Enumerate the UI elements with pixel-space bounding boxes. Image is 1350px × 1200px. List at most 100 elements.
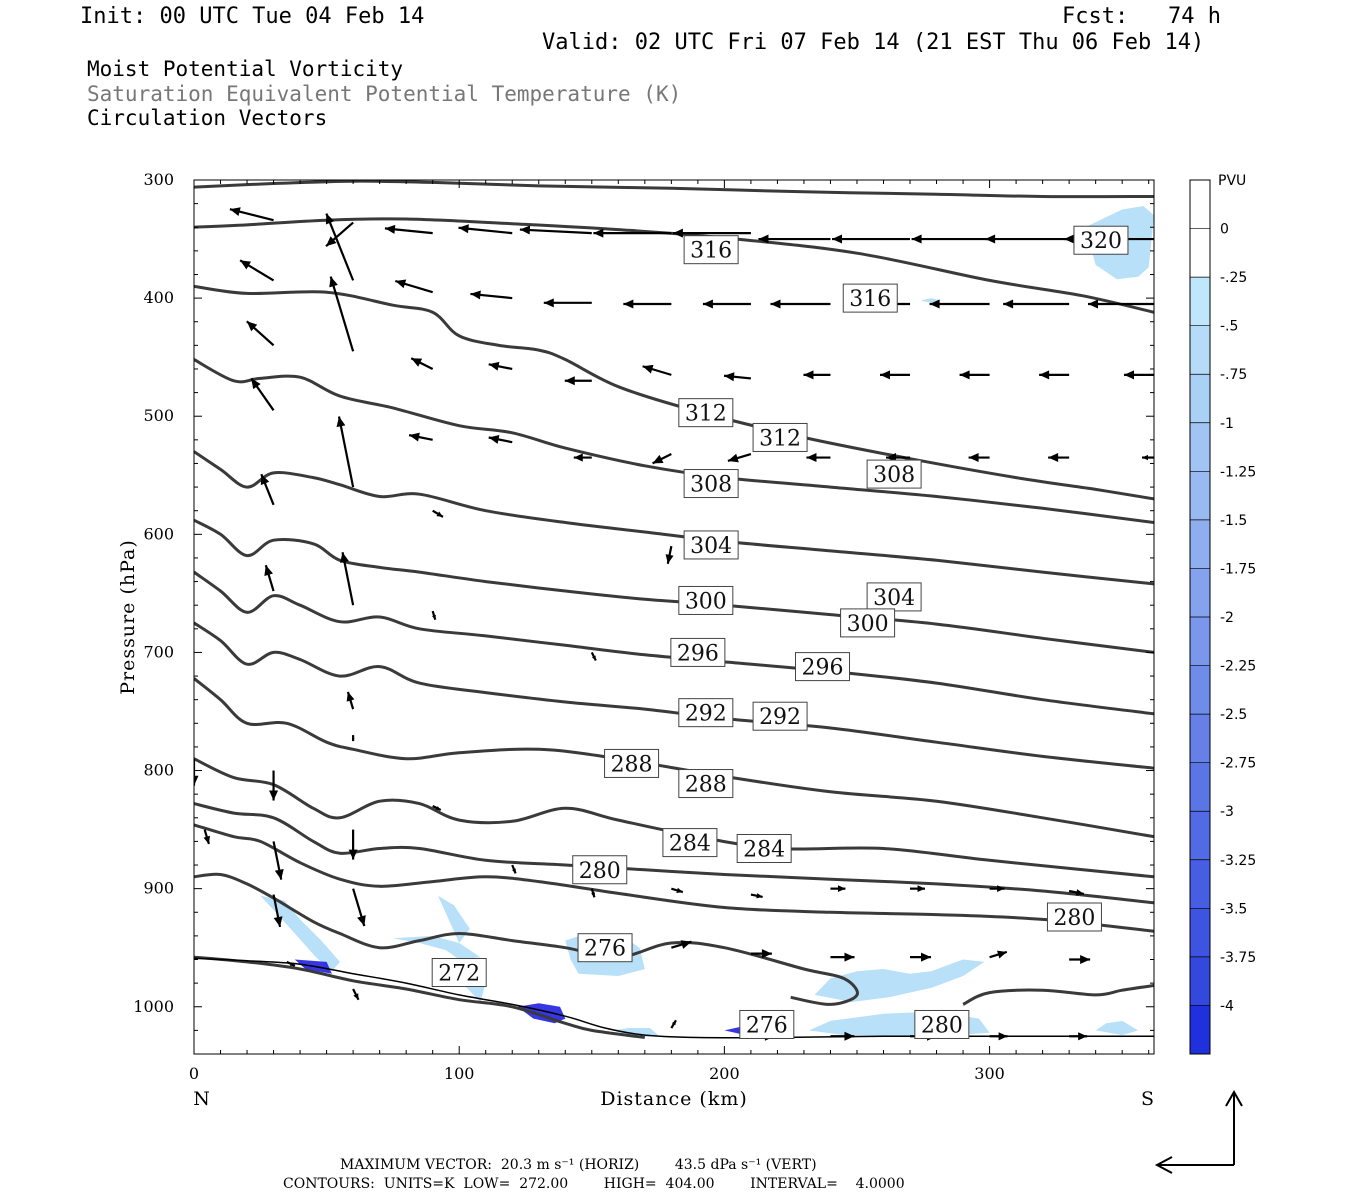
vector-arrow-6 xyxy=(250,377,275,411)
colorbar-label-11: -2.75 xyxy=(1220,756,1256,772)
vector-arrow-23 xyxy=(832,234,911,244)
x-axis-title: Distance (km) xyxy=(600,1088,748,1110)
y-tick-label-6: 900 xyxy=(143,879,174,898)
contour-label-24: 280 xyxy=(914,1009,970,1039)
reference-vector-arrows xyxy=(1154,1089,1243,1174)
contour-label-20: 280 xyxy=(1046,902,1102,932)
svg-text:296: 296 xyxy=(677,641,719,666)
isentrope-2 xyxy=(194,284,1154,501)
colorbar-label-3: -.75 xyxy=(1220,367,1247,383)
isentrope-6 xyxy=(194,570,1154,716)
svg-text:284: 284 xyxy=(743,837,785,862)
x-end-label-south: S xyxy=(1141,1088,1155,1110)
vector-arrow-17 xyxy=(384,224,433,235)
vector-arrow-25 xyxy=(985,234,1070,244)
contour-label-13: 292 xyxy=(678,698,734,728)
vector-arrow-2 xyxy=(239,259,275,282)
vector-arrow-27 xyxy=(395,279,433,294)
vector-arrow-5 xyxy=(329,276,355,352)
svg-text:288: 288 xyxy=(685,773,727,798)
vector-arrow-0 xyxy=(229,207,274,222)
vector-arrow-64 xyxy=(590,888,596,898)
vector-arrow-9 xyxy=(340,552,355,606)
valid-time: Valid: 02 UTC Fri 07 Feb 14 (21 EST Thu … xyxy=(542,30,1205,55)
terrain-profile xyxy=(193,957,1154,1039)
vector-arrow-31 xyxy=(702,299,751,309)
vector-arrow-61 xyxy=(351,735,355,742)
vector-arrow-59 xyxy=(431,610,437,621)
vector-arrow-56 xyxy=(1142,454,1154,461)
vector-arrow-16 xyxy=(348,829,358,860)
isentrope-4 xyxy=(194,450,1154,586)
vector-arrow-15 xyxy=(352,888,366,927)
colorbar-label-13: -3.25 xyxy=(1220,853,1256,869)
vector-arrow-24 xyxy=(911,234,990,244)
vector-arrow-78 xyxy=(830,1031,855,1041)
contour-label-12: 296 xyxy=(795,652,851,682)
vector-arrow-29 xyxy=(543,298,592,308)
vector-arrow-13 xyxy=(272,841,284,880)
colorbar-label-4: -1 xyxy=(1220,416,1234,432)
colorbar-label-8: -2 xyxy=(1220,610,1234,626)
contour-label-21: 276 xyxy=(577,933,633,963)
vector-arrow-74 xyxy=(910,952,932,962)
colorbar-unit: PVU xyxy=(1218,173,1246,189)
colorbar-swatch-5 xyxy=(1190,422,1210,472)
svg-text:272: 272 xyxy=(438,962,480,987)
colorbar-label-2: -.5 xyxy=(1220,319,1238,335)
colorbar-swatch-13 xyxy=(1190,811,1210,861)
x-tick-label-2: 200 xyxy=(709,1064,740,1083)
svg-text:284: 284 xyxy=(669,832,711,857)
colorbar-swatch-3 xyxy=(1190,325,1210,375)
contour-label-8: 304 xyxy=(866,582,922,612)
x-tick-label-0: 0 xyxy=(189,1064,199,1083)
vector-arrow-69 xyxy=(989,885,1005,893)
vector-arrow-12 xyxy=(269,770,279,801)
vector-arrow-67 xyxy=(830,885,846,893)
vector-arrow-34 xyxy=(929,299,990,309)
vector-arrow-40 xyxy=(642,364,672,376)
title-pv: Moist Potential Vorticity xyxy=(87,57,404,81)
colorbar-swatch-17 xyxy=(1190,1005,1210,1055)
contour-info: CONTOURS: UNITS=K LOW= 272.00 HIGH= 404.… xyxy=(283,1176,905,1192)
contour-label-2: 316 xyxy=(842,283,898,313)
colorbar-swatch-0 xyxy=(1190,180,1210,230)
vector-arrow-32 xyxy=(770,299,831,309)
colorbar-label-14: -3.5 xyxy=(1220,901,1247,917)
y-tick-label-3: 600 xyxy=(143,524,174,543)
vector-arrow-76 xyxy=(1069,955,1091,965)
vector-arrow-10 xyxy=(264,564,275,592)
vector-arrow-45 xyxy=(1039,370,1070,380)
isentrope-0 xyxy=(194,180,1154,199)
colorbar-label-5: -1.25 xyxy=(1220,464,1256,480)
colorbar-swatch-16 xyxy=(1190,956,1210,1006)
svg-text:308: 308 xyxy=(873,463,915,488)
colorbar-swatch-12 xyxy=(1190,762,1210,812)
contour-label-17: 284 xyxy=(662,828,718,858)
svg-text:316: 316 xyxy=(849,287,891,312)
contour-label-6: 308 xyxy=(866,459,922,489)
vector-arrow-66 xyxy=(750,893,763,899)
contour-label-1: 316 xyxy=(683,235,739,265)
vector-arrow-68 xyxy=(910,885,926,893)
colorbar-label-6: -1.5 xyxy=(1220,513,1247,529)
vector-arrow-3 xyxy=(325,213,355,281)
colorbar-label-15: -3.75 xyxy=(1220,950,1256,966)
svg-text:292: 292 xyxy=(759,705,801,730)
y-axis-title: Pressure (hPa) xyxy=(117,539,139,695)
vector-arrow-4 xyxy=(246,320,275,347)
svg-text:276: 276 xyxy=(584,937,626,962)
colorbar-label-16: -4 xyxy=(1220,998,1234,1014)
colorbar-label-0: 0 xyxy=(1220,222,1229,238)
svg-text:280: 280 xyxy=(579,859,621,884)
isentrope-13 xyxy=(194,955,646,1039)
svg-text:312: 312 xyxy=(759,426,801,451)
vector-arrow-21 xyxy=(672,228,751,238)
vector-arrow-57 xyxy=(432,509,444,518)
vector-arrow-18 xyxy=(458,224,513,235)
vector-arrow-71 xyxy=(671,940,692,949)
contour-label-18: 284 xyxy=(736,833,792,863)
vector-arrow-38 xyxy=(488,361,513,371)
colorbar-swatch-8 xyxy=(1190,568,1210,618)
